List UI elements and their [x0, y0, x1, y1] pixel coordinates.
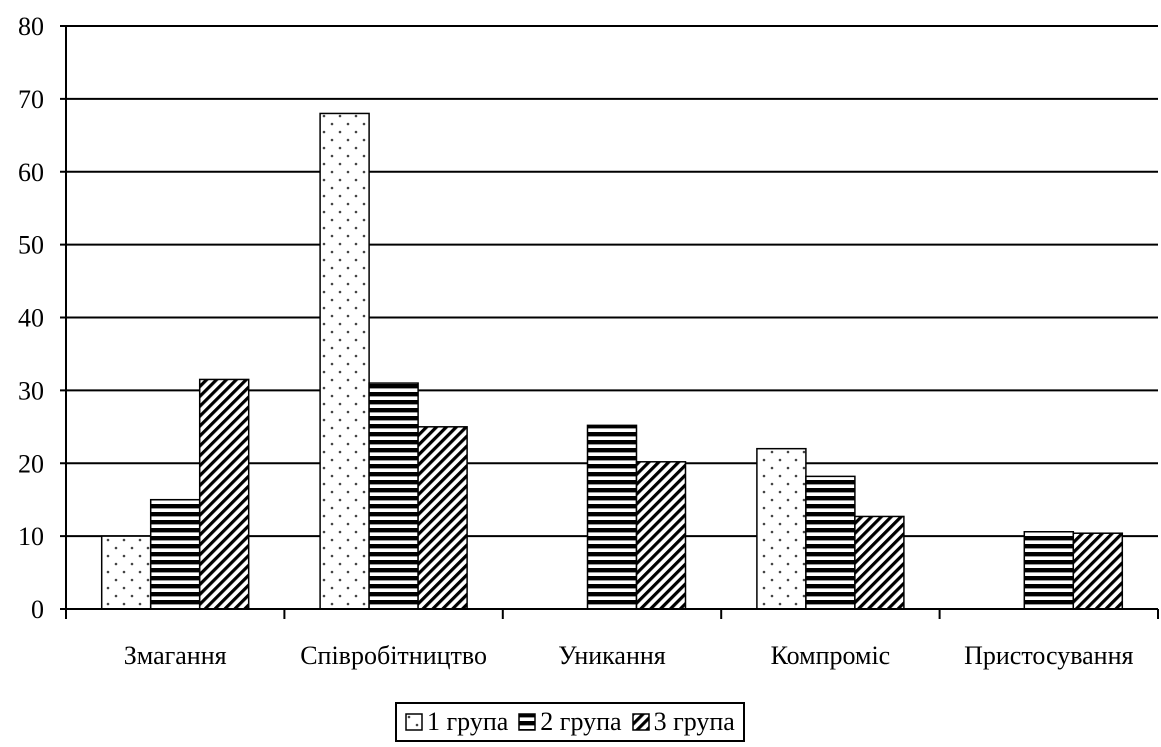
- bar-3-3: [635, 461, 687, 610]
- bar-2-1: [149, 498, 201, 610]
- bar-3-4: [854, 515, 905, 610]
- x-tick-label: Компроміс: [771, 641, 891, 670]
- axis-labels: 0 10 20 30 40 50 60 70 80 Змагання Співробітництво…: [18, 12, 1134, 670]
- legend-label: 2 група: [540, 707, 622, 736]
- y-tick-label: 60: [18, 158, 44, 187]
- x-tick-label: Уникання: [558, 641, 666, 670]
- axes: [60, 25, 1159, 619]
- legend-item-1: 1 група: [405, 707, 508, 737]
- y-tick-label: 10: [18, 522, 44, 551]
- bars: [100, 112, 1124, 610]
- legend: 1 група 2 група 3 група: [395, 702, 745, 742]
- bar-2-4: [805, 475, 856, 610]
- legend-swatch: [518, 713, 537, 731]
- bar-2-3: [586, 424, 638, 610]
- bar-1-1: [100, 535, 152, 610]
- y-tick-label: 40: [18, 304, 44, 333]
- y-tick-label: 70: [18, 85, 44, 114]
- bar-3-1: [198, 378, 250, 610]
- legend-label: 1 група: [427, 707, 509, 736]
- y-tick-label: 0: [31, 595, 44, 624]
- x-tick-label: Співробітництво: [300, 641, 487, 670]
- bar-3-2: [417, 426, 468, 610]
- bar-chart: 0 10 20 30 40 50 60 70 80 Змагання Співробітництво…: [18, 12, 1159, 670]
- y-tick-label: 50: [18, 231, 44, 260]
- legend-swatch: [405, 713, 423, 731]
- x-tick-label: Пристосування: [964, 641, 1133, 670]
- bar-1-2: [319, 112, 370, 610]
- bar-1-4: [756, 447, 807, 610]
- legend-label: 3 група: [653, 707, 735, 736]
- y-tick-label: 30: [18, 376, 44, 405]
- bar-3-5: [1072, 532, 1124, 610]
- bar-2-2: [368, 382, 419, 610]
- legend-item-2: 2 група: [518, 707, 622, 737]
- legend-swatch: [631, 713, 650, 731]
- bar-2-5: [1023, 531, 1075, 610]
- y-tick-label: 20: [18, 449, 44, 478]
- legend-item-3: 3 група: [631, 707, 735, 737]
- x-tick-label: Змагання: [124, 641, 227, 670]
- y-tick-label: 80: [18, 12, 44, 41]
